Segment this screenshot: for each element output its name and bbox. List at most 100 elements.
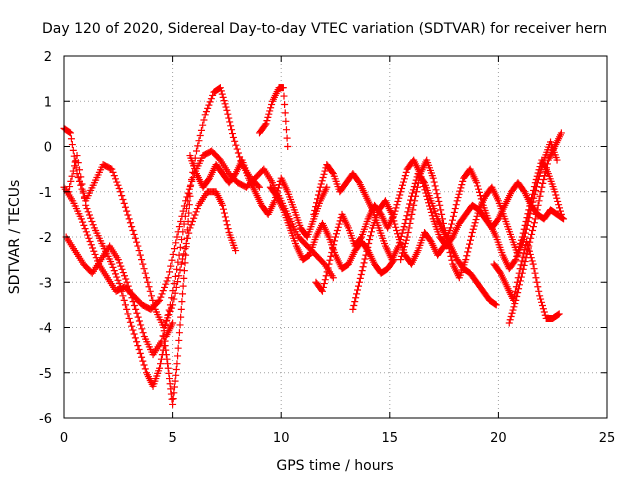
data-point bbox=[466, 236, 474, 244]
data-point bbox=[185, 229, 193, 237]
data-point bbox=[336, 217, 344, 225]
data-point bbox=[475, 185, 483, 193]
data-point bbox=[172, 239, 180, 247]
data-point bbox=[526, 210, 534, 218]
data-point bbox=[443, 237, 451, 245]
data-point bbox=[144, 278, 152, 286]
data-point bbox=[360, 259, 368, 267]
data-point bbox=[175, 336, 183, 344]
data-point bbox=[402, 168, 410, 176]
data-point bbox=[405, 224, 413, 232]
data-point bbox=[469, 225, 477, 233]
data-point bbox=[407, 215, 415, 223]
data-point bbox=[329, 274, 337, 282]
data-point bbox=[404, 208, 412, 216]
data-point bbox=[397, 256, 405, 264]
data-point bbox=[540, 175, 548, 183]
data-point bbox=[533, 179, 541, 187]
data-point bbox=[121, 272, 129, 280]
y-tick-label: -5 bbox=[39, 367, 52, 382]
data-point bbox=[431, 182, 439, 190]
data-point bbox=[112, 270, 120, 278]
data-point bbox=[181, 212, 189, 220]
data-point bbox=[523, 250, 531, 258]
data-point bbox=[388, 210, 396, 218]
data-point bbox=[130, 330, 138, 338]
data-point bbox=[466, 240, 474, 248]
data-point bbox=[173, 265, 181, 273]
data-point bbox=[141, 365, 149, 373]
data-point bbox=[164, 274, 172, 282]
data-point bbox=[176, 321, 184, 329]
data-point bbox=[319, 174, 327, 182]
data-point bbox=[87, 214, 95, 222]
data-point bbox=[314, 191, 322, 199]
data-point bbox=[471, 219, 479, 227]
data-point bbox=[115, 185, 123, 193]
data-point bbox=[543, 160, 551, 168]
data-point bbox=[538, 302, 546, 310]
data-point bbox=[389, 214, 397, 222]
data-point bbox=[118, 265, 126, 273]
data-point bbox=[366, 236, 374, 244]
data-point bbox=[439, 215, 447, 223]
data-point bbox=[463, 252, 471, 260]
data-point bbox=[509, 306, 517, 314]
data-point bbox=[560, 215, 568, 223]
data-point bbox=[318, 287, 326, 295]
data-point bbox=[390, 217, 398, 225]
data-point bbox=[160, 333, 168, 341]
data-point bbox=[521, 245, 529, 253]
data-point bbox=[232, 247, 240, 255]
data-point bbox=[119, 269, 127, 277]
data-point bbox=[403, 212, 411, 220]
data-point bbox=[314, 195, 322, 203]
data-point bbox=[217, 87, 225, 95]
data-point bbox=[520, 261, 528, 269]
data-point bbox=[261, 121, 269, 129]
data-point bbox=[169, 319, 177, 327]
y-tick-label: -3 bbox=[39, 276, 52, 291]
data-point bbox=[539, 159, 547, 167]
data-point bbox=[439, 219, 447, 227]
data-point bbox=[519, 265, 527, 273]
data-point bbox=[393, 227, 401, 235]
data-point bbox=[472, 216, 480, 224]
data-point bbox=[511, 300, 519, 308]
data-point bbox=[231, 137, 239, 145]
data-point bbox=[175, 223, 183, 231]
data-point bbox=[171, 272, 179, 280]
data-point bbox=[109, 263, 117, 271]
data-point bbox=[330, 241, 338, 249]
data-point bbox=[442, 233, 450, 241]
data-point bbox=[311, 206, 319, 214]
data-point bbox=[524, 246, 532, 254]
data-point bbox=[521, 258, 529, 266]
data-point bbox=[202, 108, 210, 116]
data-point bbox=[410, 201, 418, 209]
data-point bbox=[556, 207, 564, 215]
data-point bbox=[77, 173, 85, 181]
data-point bbox=[121, 301, 129, 309]
data-point bbox=[124, 211, 132, 219]
data-point bbox=[394, 230, 402, 238]
data-point bbox=[226, 118, 234, 126]
data-point bbox=[133, 338, 141, 346]
data-point bbox=[542, 164, 550, 172]
data-point bbox=[163, 355, 171, 363]
data-point bbox=[399, 178, 407, 186]
data-point bbox=[110, 172, 118, 180]
data-point bbox=[84, 231, 92, 239]
series-sat-e bbox=[160, 192, 194, 408]
data-point bbox=[441, 228, 449, 236]
data-point bbox=[120, 199, 128, 207]
data-point bbox=[281, 109, 289, 117]
data-point bbox=[349, 305, 357, 313]
data-point bbox=[233, 145, 241, 153]
data-point bbox=[193, 205, 201, 213]
data-point bbox=[207, 95, 215, 103]
data-point bbox=[182, 251, 190, 259]
data-point bbox=[183, 226, 191, 234]
data-point bbox=[191, 211, 199, 219]
data-point bbox=[440, 224, 448, 232]
